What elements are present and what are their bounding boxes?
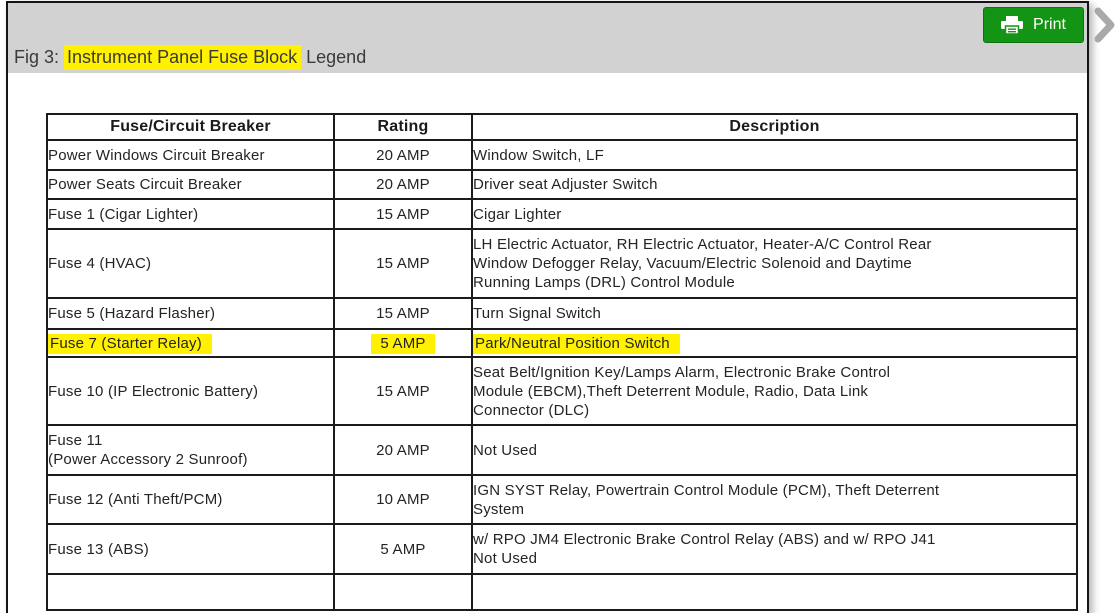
page-title: Fig 3: Instrument Panel Fuse Block Legen…	[14, 45, 367, 70]
figure-title-bar: Fig 3: Instrument Panel Fuse Block Legen…	[8, 3, 1087, 73]
row-highlight: Fuse 7 (Starter Relay)	[48, 333, 212, 354]
cell-rating: 15 AMP	[333, 228, 473, 299]
cell-fuse: Power Windows Circuit Breaker	[46, 139, 335, 171]
cell-rating: 15 AMP	[333, 356, 473, 426]
cell-fuse: Power Seats Circuit Breaker	[46, 169, 335, 200]
cell-rating: 20 AMP	[333, 169, 473, 200]
cell-rating: 15 AMP	[333, 198, 473, 230]
column-header-rating: Rating	[333, 113, 473, 141]
row-highlight: 5 AMP	[371, 333, 435, 354]
cell-description: Not Used	[471, 424, 1078, 476]
table-row: Fuse 12 (Anti Theft/PCM) 10 AMP IGN SYST R…	[46, 474, 1078, 525]
print-button[interactable]: Print	[983, 7, 1084, 43]
printer-icon	[1001, 15, 1024, 35]
table-row: Fuse 10 (IP Electronic Battery) 15 AMP Sea…	[46, 356, 1078, 426]
fuse-table-body: Power Windows Circuit Breaker 20 AMP Windo…	[46, 139, 1078, 575]
table-row: Fuse 5 (Hazard Flasher) 15 AMP Turn Signal…	[46, 297, 1078, 330]
page-title-suffix: Legend	[301, 47, 367, 67]
page-title-highlight: Instrument Panel Fuse Block	[64, 45, 302, 70]
cell-description: Park/Neutral Position Switch	[471, 328, 1078, 358]
cell-rating: 5 AMP	[333, 328, 473, 358]
table-row: Fuse 1 (Cigar Lighter) 15 AMP Cigar Lighte…	[46, 198, 1078, 230]
cell-description: Turn Signal Switch	[471, 297, 1078, 330]
cell-rating: 10 AMP	[333, 474, 473, 525]
column-header-description: Description	[471, 113, 1078, 141]
table-row-partial	[46, 573, 1078, 611]
cell-description: Cigar Lighter	[471, 198, 1078, 230]
cell-fuse: Fuse 7 (Starter Relay)	[46, 328, 335, 358]
cell-fuse: Fuse 4 (HVAC)	[46, 228, 335, 299]
next-page-chevron-right-icon[interactable]	[1094, 7, 1115, 43]
cell-description: Seat Belt/Ignition Key/Lamps Alarm, Elec…	[471, 356, 1078, 426]
row-highlight: Park/Neutral Position Switch	[473, 333, 680, 354]
cell-rating: 15 AMP	[333, 297, 473, 330]
cell-rating: 20 AMP	[333, 424, 473, 476]
cell-fuse: Fuse 10 (IP Electronic Battery)	[46, 356, 335, 426]
cell-description: LH Electric Actuator, RH Electric Actuat…	[471, 228, 1078, 299]
document-panel: Fig 3: Instrument Panel Fuse Block Legen…	[6, 1, 1089, 613]
cell-description: IGN SYST Relay, Powertrain Control Modul…	[471, 474, 1078, 525]
fuse-legend-table: Fuse/Circuit Breaker Rating Description …	[46, 113, 1078, 611]
cell-fuse: Fuse 11 (Power Accessory 2 Sunroof)	[46, 424, 335, 476]
fuse-legend-table-wrap: Fuse/Circuit Breaker Rating Description …	[46, 113, 1078, 611]
cell-description: Window Switch, LF	[471, 139, 1078, 171]
table-row: Fuse 4 (HVAC) 15 AMP LH Electric Actuator,…	[46, 228, 1078, 299]
cell-fuse: Fuse 13 (ABS)	[46, 523, 335, 575]
cell-description	[471, 573, 1078, 611]
cell-fuse: Fuse 1 (Cigar Lighter)	[46, 198, 335, 230]
table-row: Fuse 7 (Starter Relay) 5 AMP Park/Neutral …	[46, 328, 1078, 358]
cell-fuse: Fuse 12 (Anti Theft/PCM)	[46, 474, 335, 525]
cell-rating	[333, 573, 473, 611]
table-row: Fuse 13 (ABS) 5 AMP w/ RPO JM4 Electronic …	[46, 523, 1078, 575]
print-button-label: Print	[1033, 16, 1066, 33]
cell-fuse: Fuse 5 (Hazard Flasher)	[46, 297, 335, 330]
table-row: Power Windows Circuit Breaker 20 AMP Windo…	[46, 139, 1078, 171]
cell-rating: 20 AMP	[333, 139, 473, 171]
cell-description: Driver seat Adjuster Switch	[471, 169, 1078, 200]
cell-description: w/ RPO JM4 Electronic Brake Control Rela…	[471, 523, 1078, 575]
column-header-fuse: Fuse/Circuit Breaker	[46, 113, 335, 141]
page-title-prefix: Fig 3:	[14, 47, 65, 67]
table-row: Fuse 11 (Power Accessory 2 Sunroof) 20 AM…	[46, 424, 1078, 476]
cell-rating: 5 AMP	[333, 523, 473, 575]
cell-fuse	[46, 573, 335, 611]
table-row: Power Seats Circuit Breaker 20 AMP Driver …	[46, 169, 1078, 200]
table-header-row: Fuse/Circuit Breaker Rating Description	[46, 113, 1078, 141]
